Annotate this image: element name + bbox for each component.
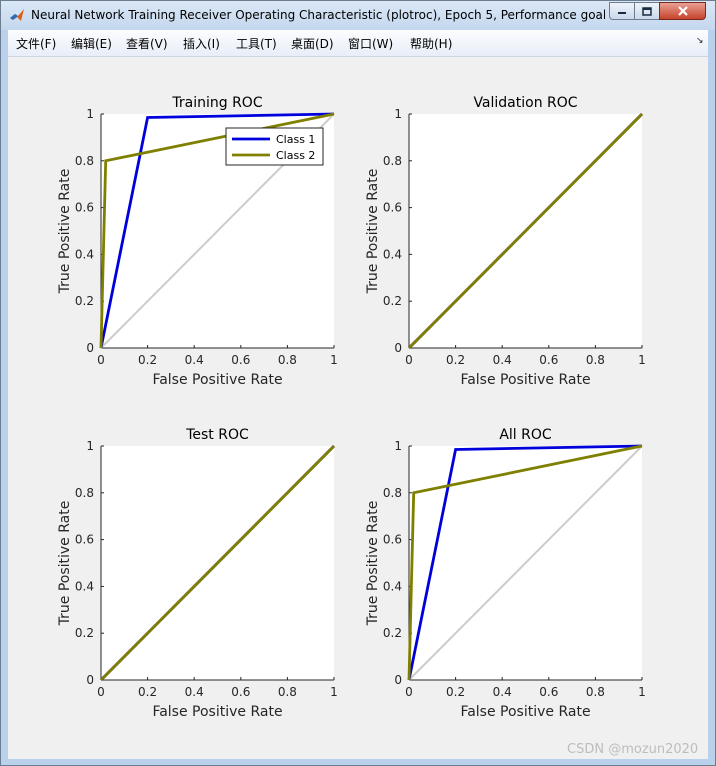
chart-title: Test ROC bbox=[185, 427, 249, 443]
x-tick-label: 0 bbox=[405, 353, 413, 367]
maximize-icon bbox=[642, 6, 652, 16]
x-tick-label: 0.8 bbox=[278, 685, 297, 699]
y-tick-label: 0.2 bbox=[383, 294, 402, 308]
x-tick-label: 1 bbox=[330, 353, 338, 367]
roc-curve-series-2 bbox=[407, 444, 643, 681]
x-tick-label: 0.4 bbox=[185, 353, 204, 367]
y-tick-label: 0 bbox=[394, 341, 402, 355]
menu-file[interactable]: 文件(F) bbox=[16, 37, 57, 51]
matlab-icon bbox=[10, 9, 24, 21]
y-axis-label: True Positive Rate bbox=[365, 501, 381, 627]
menu-dock-arrow-icon[interactable]: ↘ bbox=[696, 36, 704, 46]
legend-entry-2: Class 2 bbox=[276, 149, 315, 162]
roc-curve-series-2 bbox=[100, 445, 335, 681]
x-tick-label: 0.2 bbox=[446, 353, 465, 367]
x-tick-label: 1 bbox=[638, 353, 646, 367]
close-button[interactable] bbox=[659, 2, 706, 20]
menu-tools[interactable]: 工具(T) bbox=[236, 37, 277, 51]
menu-view[interactable]: 查看(V) bbox=[126, 37, 168, 51]
roc-chart-2: 0 0.2 0.4 0.6 0.8 1 0 0.2 0.4 0.6 0.8 1 Validation R… bbox=[365, 95, 646, 388]
y-tick-label: 1 bbox=[86, 439, 94, 453]
y-tick-label: 0.8 bbox=[75, 486, 94, 500]
x-axis-label: False Positive Rate bbox=[460, 372, 590, 388]
x-tick-label: 0.2 bbox=[138, 353, 157, 367]
menu-window[interactable]: 窗口(W) bbox=[348, 37, 394, 51]
legend[interactable]: Class 1 Class 2 bbox=[225, 127, 324, 166]
close-icon bbox=[677, 6, 688, 16]
y-tick-label: 0.6 bbox=[383, 533, 402, 547]
y-tick-label: 1 bbox=[394, 439, 402, 453]
chart-title: Training ROC bbox=[171, 95, 262, 111]
x-axis-label: False Positive Rate bbox=[460, 704, 590, 720]
y-tick-label: 1 bbox=[86, 107, 94, 121]
menu-bar: 文件(F) 编辑(E) 查看(V) 插入(I) 工具(T) 桌面(D) 窗口(W… bbox=[8, 30, 708, 57]
chart-title: All ROC bbox=[499, 427, 552, 443]
y-tick-label: 0.4 bbox=[75, 247, 94, 261]
y-axis-label: True Positive Rate bbox=[57, 501, 73, 627]
roc-plots: 0 0.2 0.4 0.6 0.8 1 0 0.2 0.4 0.6 0.8 1 Training ROC… bbox=[57, 95, 646, 720]
roc-curve-series-2 bbox=[408, 113, 643, 349]
x-tick-label: 0.2 bbox=[446, 685, 465, 699]
y-tick-label: 0.4 bbox=[75, 579, 94, 593]
x-tick-label: 0.6 bbox=[231, 685, 250, 699]
y-tick-label: 0 bbox=[86, 673, 94, 687]
minimize-button[interactable] bbox=[609, 2, 635, 20]
menu-edit[interactable]: 编辑(E) bbox=[71, 37, 112, 51]
x-tick-label: 1 bbox=[330, 685, 338, 699]
minimize-icon bbox=[618, 12, 626, 14]
x-tick-label: 0.4 bbox=[493, 685, 512, 699]
maximize-button[interactable] bbox=[634, 2, 660, 20]
x-tick-label: 0 bbox=[97, 353, 105, 367]
x-tick-label: 0.8 bbox=[586, 685, 605, 699]
y-tick-label: 0.2 bbox=[75, 626, 94, 640]
roc-curve-series-1 bbox=[99, 112, 335, 349]
roc-curve-series-1 bbox=[407, 444, 643, 681]
x-tick-label: 1 bbox=[638, 685, 646, 699]
y-tick-label: 0.6 bbox=[383, 201, 402, 215]
y-tick-label: 0.8 bbox=[383, 154, 402, 168]
watermark: CSDN @mozun2020 bbox=[567, 742, 699, 757]
x-tick-label: 0.6 bbox=[539, 353, 558, 367]
x-tick-label: 0.4 bbox=[493, 353, 512, 367]
legend-entry-1: Class 1 bbox=[276, 133, 315, 146]
roc-chart-4: 0 0.2 0.4 0.6 0.8 1 0 0.2 0.4 0.6 0.8 1 All ROC False… bbox=[365, 427, 646, 720]
x-tick-label: 0 bbox=[405, 685, 413, 699]
y-axis-label: True Positive Rate bbox=[365, 169, 381, 295]
x-tick-label: 0.2 bbox=[138, 685, 157, 699]
y-tick-label: 0.4 bbox=[383, 579, 402, 593]
reference-diagonal bbox=[408, 445, 643, 681]
y-tick-label: 0.2 bbox=[383, 626, 402, 640]
y-tick-label: 0 bbox=[394, 673, 402, 687]
x-tick-label: 0.8 bbox=[278, 353, 297, 367]
figure-canvas: 0 0.2 0.4 0.6 0.8 1 0 0.2 0.4 0.6 0.8 1 Training ROC… bbox=[8, 57, 708, 759]
y-tick-label: 0.2 bbox=[75, 294, 94, 308]
y-tick-label: 0.8 bbox=[383, 486, 402, 500]
x-axis-label: False Positive Rate bbox=[152, 704, 282, 720]
roc-chart-3: 0 0.2 0.4 0.6 0.8 1 0 0.2 0.4 0.6 0.8 1 Test ROC Fals… bbox=[57, 427, 338, 720]
x-tick-label: 0 bbox=[97, 685, 105, 699]
y-axis-label: True Positive Rate bbox=[57, 169, 73, 295]
y-tick-label: 1 bbox=[394, 107, 402, 121]
roc-chart-1: 0 0.2 0.4 0.6 0.8 1 0 0.2 0.4 0.6 0.8 1 Training ROC… bbox=[57, 95, 338, 388]
y-tick-label: 0 bbox=[86, 341, 94, 355]
window-title: Neural Network Training Receiver Operati… bbox=[31, 8, 605, 22]
y-tick-label: 0.8 bbox=[75, 154, 94, 168]
x-axis-label: False Positive Rate bbox=[152, 372, 282, 388]
x-tick-label: 0.4 bbox=[185, 685, 204, 699]
chart-title: Validation ROC bbox=[473, 95, 577, 111]
title-bar[interactable]: Neural Network Training Receiver Operati… bbox=[1, 1, 715, 30]
x-tick-label: 0.6 bbox=[539, 685, 558, 699]
x-tick-label: 0.8 bbox=[586, 353, 605, 367]
menu-insert[interactable]: 插入(I) bbox=[183, 37, 220, 51]
menu-help[interactable]: 帮助(H) bbox=[410, 37, 453, 51]
y-tick-label: 0.4 bbox=[383, 247, 402, 261]
y-tick-label: 0.6 bbox=[75, 533, 94, 547]
y-tick-label: 0.6 bbox=[75, 201, 94, 215]
menu-desktop[interactable]: 桌面(D) bbox=[291, 37, 334, 51]
legend-box bbox=[225, 127, 324, 166]
x-tick-label: 0.6 bbox=[231, 353, 250, 367]
